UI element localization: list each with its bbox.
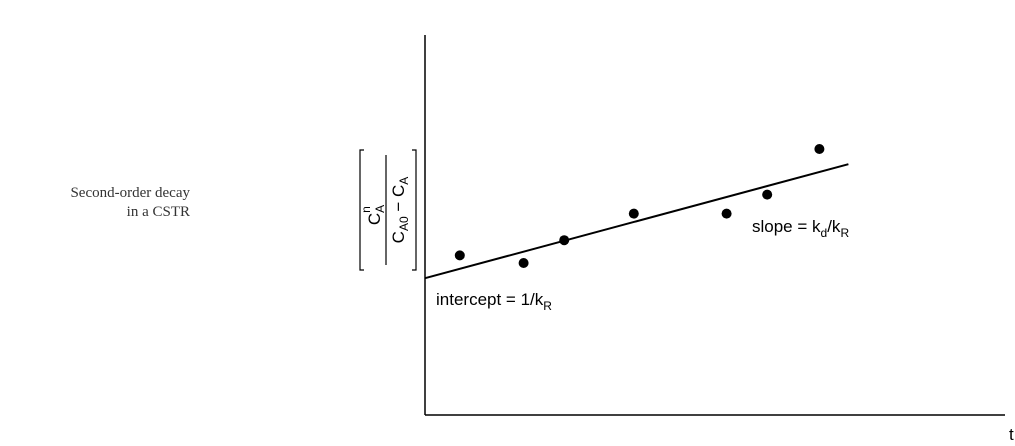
fit-line <box>424 163 849 280</box>
right-bracket <box>412 149 417 271</box>
ylabel-den-a-sub: A0 <box>397 216 411 231</box>
x-axis-label: t <box>1009 425 1014 444</box>
data-point-7 <box>814 144 825 154</box>
slope-sub-2: R <box>840 226 849 240</box>
ylabel-num-base: C <box>365 213 384 225</box>
y-axis-label: CAn CA0 − CA <box>359 149 417 271</box>
ylabel-denominator: CA0 − CA <box>389 177 411 244</box>
caption-line-1: Second-order decay <box>70 185 190 201</box>
data-point-2 <box>518 258 529 268</box>
slope-mid: /k <box>827 217 841 236</box>
data-point-3 <box>559 235 570 246</box>
intercept-annotation: intercept = 1/kR <box>436 290 552 313</box>
intercept-sub: R <box>543 299 552 313</box>
left-bracket <box>359 149 364 271</box>
data-point-4 <box>628 208 639 219</box>
ylabel-den-b-sub: A <box>397 177 411 185</box>
ylabel-den-b: C <box>389 185 408 197</box>
ylabel-den-a: C <box>389 231 408 243</box>
slope-sub-1: d <box>821 226 828 240</box>
data-point-1 <box>454 250 465 261</box>
ylabel-num-sup: n <box>359 206 373 213</box>
data-point-6 <box>762 189 773 200</box>
slope-annotation: slope = kd/kR <box>752 217 849 240</box>
intercept-text: intercept = 1/k <box>436 290 544 309</box>
ylabel-den-op: − <box>389 197 408 216</box>
data-point-5 <box>721 208 732 219</box>
caption-line-2: in a CSTR <box>126 204 190 220</box>
ylabel-numerator: CAn <box>359 205 387 225</box>
figure-caption: Second-order decay in a CSTR <box>0 184 190 222</box>
slope-text: slope = k <box>752 217 821 236</box>
ylabel-num-sub: A <box>373 205 387 213</box>
data-points <box>454 144 825 268</box>
